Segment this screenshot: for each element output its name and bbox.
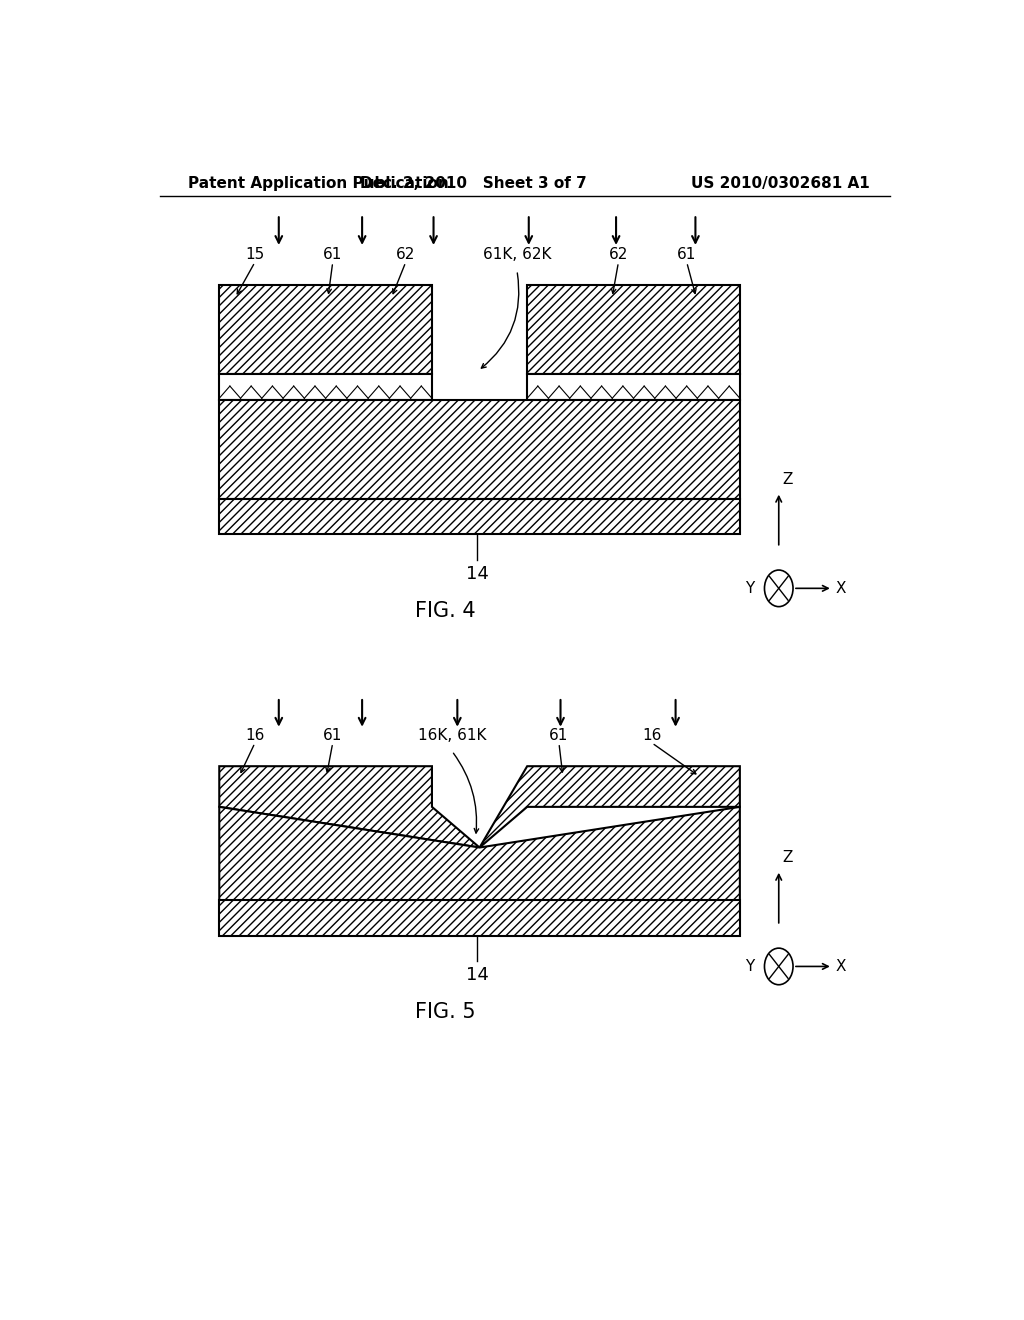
Bar xyxy=(219,285,432,374)
Text: 16: 16 xyxy=(246,727,264,743)
Bar xyxy=(219,499,740,535)
Text: 14: 14 xyxy=(466,966,488,985)
Text: X: X xyxy=(836,958,847,974)
Bar xyxy=(219,400,740,499)
Text: 61: 61 xyxy=(677,247,696,263)
Text: US 2010/0302681 A1: US 2010/0302681 A1 xyxy=(691,177,870,191)
Text: 61: 61 xyxy=(549,727,568,743)
Text: Z: Z xyxy=(782,850,793,865)
Polygon shape xyxy=(479,766,740,847)
Polygon shape xyxy=(219,766,479,847)
Polygon shape xyxy=(219,807,740,900)
Text: Patent Application Publication: Patent Application Publication xyxy=(187,177,449,191)
Bar xyxy=(527,374,740,400)
Text: 61K, 62K: 61K, 62K xyxy=(482,247,551,263)
Text: 61: 61 xyxy=(323,247,342,263)
Text: Dec. 2, 2010   Sheet 3 of 7: Dec. 2, 2010 Sheet 3 of 7 xyxy=(359,177,587,191)
Text: 14: 14 xyxy=(466,565,488,583)
Text: 61: 61 xyxy=(323,727,342,743)
Text: Z: Z xyxy=(782,471,793,487)
Text: Y: Y xyxy=(744,958,754,974)
Bar xyxy=(219,900,740,936)
Text: 62: 62 xyxy=(608,247,628,263)
Text: FIG. 4: FIG. 4 xyxy=(415,601,476,620)
Bar xyxy=(527,285,740,374)
Bar xyxy=(219,374,432,400)
Text: 16K, 61K: 16K, 61K xyxy=(418,727,486,743)
Text: Y: Y xyxy=(744,581,754,595)
Text: 16: 16 xyxy=(642,727,662,743)
Text: X: X xyxy=(836,581,847,595)
Text: 62: 62 xyxy=(396,247,416,263)
Text: 15: 15 xyxy=(246,247,264,263)
Text: FIG. 5: FIG. 5 xyxy=(415,1002,476,1022)
